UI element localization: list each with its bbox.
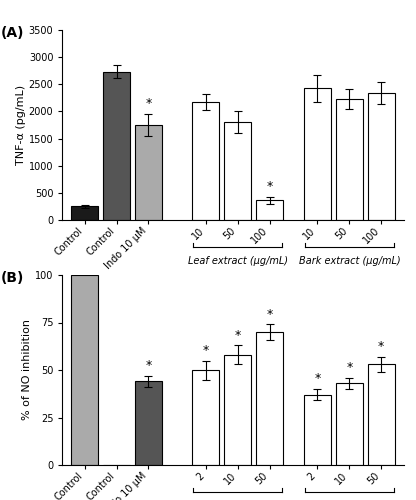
Bar xyxy=(192,370,219,465)
Bar xyxy=(224,122,251,220)
Bar xyxy=(103,72,130,220)
Bar xyxy=(192,102,219,220)
Bar xyxy=(336,384,363,465)
Bar xyxy=(135,382,162,465)
Text: LPS (1μg/mL) + IFN-γ (10 ng/mL): LPS (1μg/mL) + IFN-γ (10 ng/mL) xyxy=(168,302,329,312)
Text: *: * xyxy=(203,344,209,356)
Y-axis label: % of NO inhibition: % of NO inhibition xyxy=(22,320,32,420)
Bar xyxy=(256,200,283,220)
Bar xyxy=(368,93,395,220)
Bar xyxy=(135,125,162,220)
Text: *: * xyxy=(145,98,151,110)
Text: (B): (B) xyxy=(1,271,25,285)
Text: *: * xyxy=(267,308,273,320)
Text: Leaf extract (μg/mL): Leaf extract (μg/mL) xyxy=(188,256,288,266)
Bar xyxy=(304,394,331,465)
Text: *: * xyxy=(378,340,384,353)
Text: Bark extract (μg/mL): Bark extract (μg/mL) xyxy=(299,256,400,266)
Bar xyxy=(224,355,251,465)
Text: *: * xyxy=(145,359,151,372)
Bar xyxy=(368,364,395,465)
Text: *: * xyxy=(346,361,352,374)
Bar xyxy=(71,275,98,465)
Y-axis label: TNF-α (pg/mL): TNF-α (pg/mL) xyxy=(16,85,26,165)
Bar xyxy=(336,99,363,220)
Bar xyxy=(304,88,331,220)
Text: (A): (A) xyxy=(1,26,25,40)
Text: *: * xyxy=(267,180,273,194)
Text: *: * xyxy=(235,328,241,342)
Bar xyxy=(71,206,98,220)
Text: *: * xyxy=(314,372,321,385)
Bar xyxy=(256,332,283,465)
